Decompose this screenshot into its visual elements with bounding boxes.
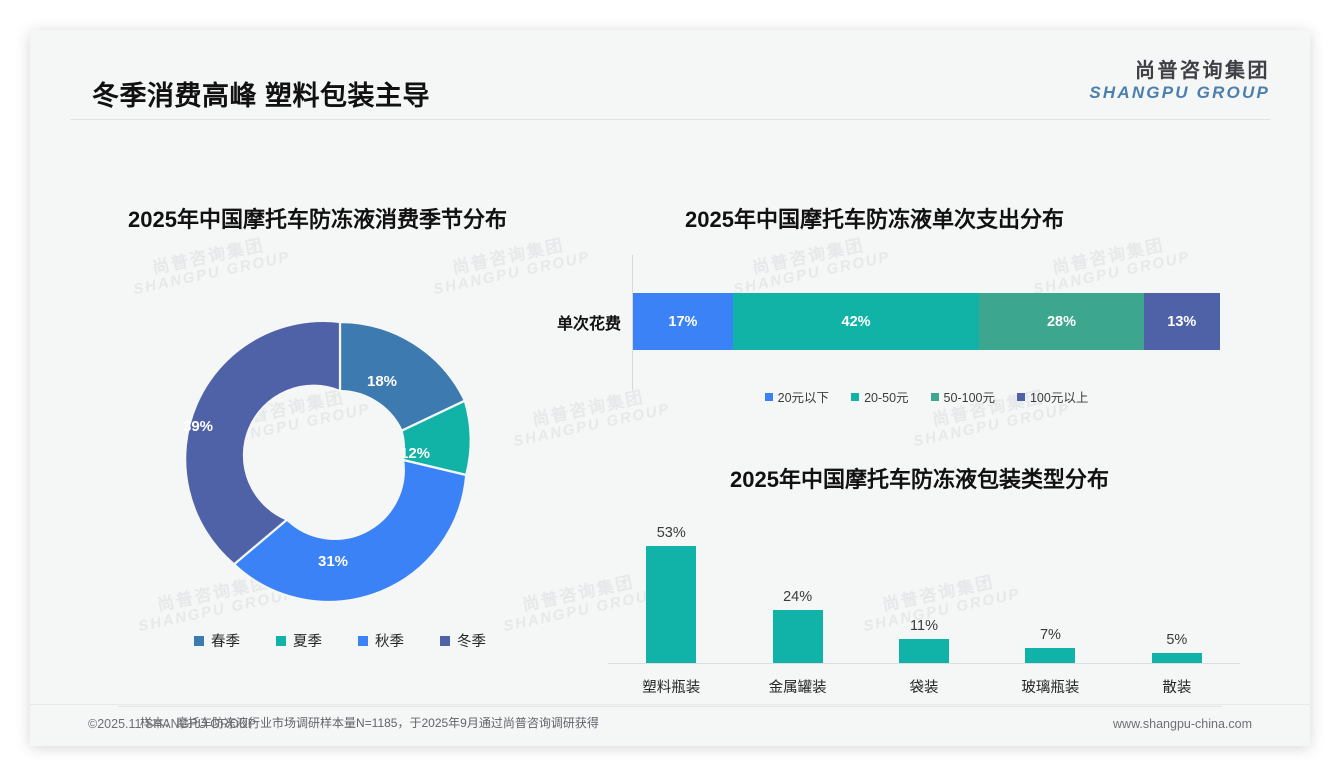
bar-category-bulk: 散装	[1162, 680, 1192, 696]
legend-label: 春季	[211, 634, 240, 650]
donut-label-autumn: 31%	[318, 553, 349, 570]
legend-label: 100元以上	[1029, 391, 1089, 405]
bar-columns: 53% 24% 11% 7% 5%	[608, 518, 1240, 664]
bar-category-metal-can: 金属罐装	[768, 680, 827, 696]
stacked-bar-category-label: 单次花费	[556, 315, 621, 333]
bar-column[interactable]: 11%	[861, 518, 987, 664]
bar-column[interactable]: 53%	[608, 518, 734, 664]
legend-swatch-icon	[851, 392, 860, 401]
legend-item-50-100[interactable]: 50-100元	[930, 387, 995, 406]
package-type-bar-chart: 53% 24% 11% 7% 5% 塑料瓶装 金属罐装	[590, 508, 1250, 708]
legend-item-autumn[interactable]: 秋季	[358, 630, 404, 651]
stacked-bar-legend: 20元以下 20-50元 50-100元 100元以上	[633, 387, 1220, 406]
bar-rect-metal-can[interactable]	[772, 610, 823, 664]
stacked-bar-row: 17% 42% 28% 13%	[633, 293, 1220, 350]
legend-item-spring[interactable]: 春季	[194, 630, 240, 651]
donut-chart-title: 2025年中国摩托车防冻液消费季节分布	[128, 207, 507, 232]
bar-column[interactable]: 24%	[734, 518, 860, 664]
bar-column[interactable]: 7%	[987, 518, 1113, 664]
bar-column[interactable]: 5%	[1114, 518, 1240, 664]
donut-svg	[184, 319, 472, 603]
stack-segment-20-50[interactable]: 42%	[732, 293, 980, 350]
legend-item-20-50[interactable]: 20-50元	[851, 387, 909, 406]
donut-label-summer: 12%	[400, 445, 431, 462]
bar-value-label: 11%	[910, 618, 938, 634]
bar-category-glass-bottle: 玻璃瓶装	[1021, 680, 1080, 696]
slide-header: 冬季消费高峰 塑料包装主导 尚普咨询集团 SHANGPU GROUP	[30, 30, 1310, 120]
copyright-text: ©2025.11 SHANGPU GROUP	[88, 717, 257, 731]
bar-value-label: 24%	[783, 589, 813, 605]
legend-item-over-100[interactable]: 100元以上	[1016, 387, 1089, 406]
logo-cn-text: 尚普咨询集团	[1135, 60, 1270, 82]
expenditure-chart-title: 2025年中国摩托车防冻液单次支出分布	[685, 207, 1064, 232]
legend-label: 冬季	[457, 634, 486, 650]
bar-category-labels: 塑料瓶装 金属罐装 袋装 玻璃瓶装 散装	[608, 676, 1240, 697]
legend-label: 20-50元	[864, 391, 909, 405]
bar-rect-bulk[interactable]	[1151, 653, 1202, 664]
legend-item-under-20[interactable]: 20元以下	[764, 387, 830, 406]
stack-segment-under-20[interactable]: 17%	[633, 293, 733, 350]
legend-swatch-icon	[194, 635, 204, 646]
logo-en-text: SHANGPU GROUP	[1089, 83, 1270, 102]
bar-category-plastic-bottle: 塑料瓶装	[642, 680, 701, 696]
stack-segment-50-100[interactable]: 28%	[979, 293, 1144, 350]
page-title: 冬季消费高峰 塑料包装主导	[92, 81, 431, 111]
single-expenditure-stacked-bar-chart: 单次花费 17% 42% 28% 13% 20元以下 20-50元 50-100…	[525, 245, 1255, 425]
legend-label: 秋季	[375, 634, 404, 650]
legend-item-summer[interactable]: 夏季	[276, 630, 322, 651]
slide-footer: ©2025.11 SHANGPU GROUP www.shangpu-china…	[30, 704, 1310, 746]
package-type-chart-title: 2025年中国摩托车防冻液包装类型分布	[730, 467, 1109, 492]
website-link[interactable]: www.shangpu-china.com	[1113, 717, 1252, 731]
legend-swatch-icon	[440, 635, 450, 646]
sample-footnote: 样本：摩托车防冻液行业市场调研样本量N=1185，于2025年9月通过尚普咨询调…	[140, 716, 599, 730]
bar-chart-baseline	[608, 663, 1240, 664]
legend-item-winter[interactable]: 冬季	[440, 630, 486, 651]
bar-value-label: 53%	[656, 525, 686, 541]
donut-slice-winter[interactable]	[184, 319, 342, 566]
legend-label: 20元以下	[777, 391, 830, 405]
header-divider	[70, 119, 1270, 120]
legend-swatch-icon	[1016, 392, 1025, 401]
bar-value-label: 5%	[1166, 632, 1188, 648]
bar-rect-glass-bottle[interactable]	[1025, 648, 1076, 664]
legend-swatch-icon	[358, 635, 368, 646]
legend-swatch-icon	[930, 392, 939, 401]
footnote-divider	[118, 706, 1222, 707]
legend-label: 夏季	[293, 634, 322, 650]
footer-divider	[30, 704, 1310, 705]
donut-label-spring: 18%	[367, 373, 398, 390]
legend-swatch-icon	[764, 392, 773, 401]
donut-legend: 春季 夏季 秋季 冬季	[120, 630, 560, 651]
bar-category-pouch: 袋装	[909, 680, 939, 696]
legend-swatch-icon	[276, 635, 286, 646]
legend-label: 50-100元	[943, 391, 995, 405]
slide-canvas: 尚普咨询集团 SHANGPU GROUP 尚普咨询集团 SHANGPU GROU…	[30, 30, 1310, 746]
stack-segment-over-100[interactable]: 13%	[1143, 293, 1220, 350]
seasonal-consumption-donut-chart: 18% 12% 31% 39% 春季 夏季 秋季 冬季	[120, 245, 560, 665]
donut-label-winter: 39%	[183, 418, 214, 435]
stacked-bar-axis-line	[632, 255, 633, 390]
brand-logo: 尚普咨询集团 SHANGPU GROUP	[1089, 60, 1270, 103]
donut-slice-autumn[interactable]	[232, 458, 468, 603]
bar-rect-pouch[interactable]	[899, 639, 950, 664]
bar-rect-plastic-bottle[interactable]	[646, 546, 697, 664]
bar-value-label: 7%	[1039, 627, 1061, 643]
